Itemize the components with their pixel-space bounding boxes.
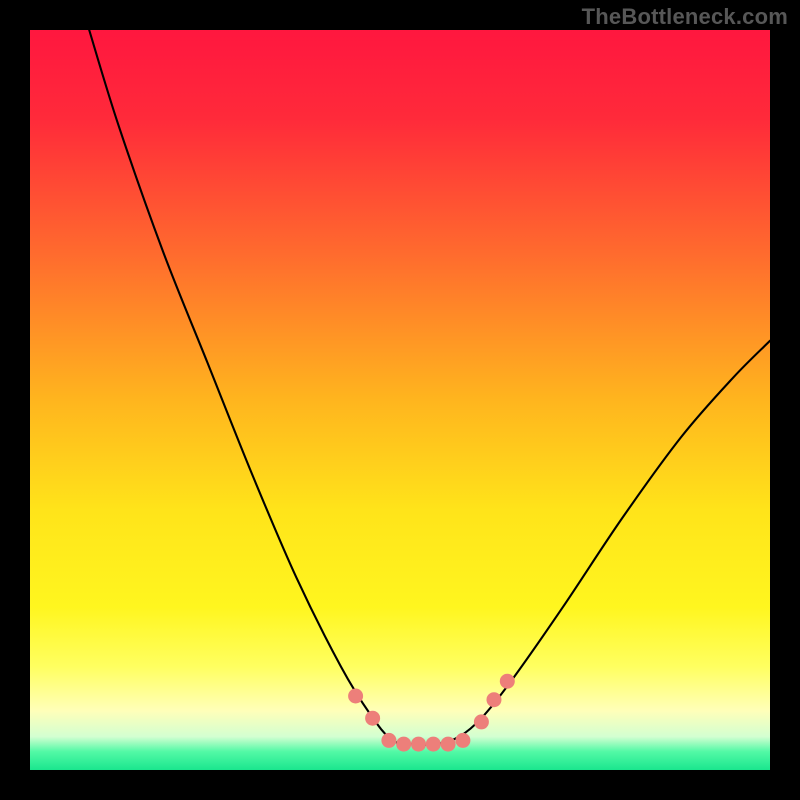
- marker-dot: [411, 737, 426, 752]
- plot-background: [30, 30, 770, 770]
- marker-dot: [486, 692, 501, 707]
- marker-dot: [441, 737, 456, 752]
- marker-dot: [426, 737, 441, 752]
- marker-dot: [365, 711, 380, 726]
- chart-frame: TheBottleneck.com: [0, 0, 800, 800]
- marker-dot: [455, 733, 470, 748]
- bottleneck-chart: [0, 0, 800, 800]
- marker-dot: [381, 733, 396, 748]
- marker-dot: [474, 714, 489, 729]
- marker-dot: [348, 689, 363, 704]
- marker-dot: [500, 674, 515, 689]
- marker-dot: [396, 737, 411, 752]
- watermark-text: TheBottleneck.com: [582, 4, 788, 30]
